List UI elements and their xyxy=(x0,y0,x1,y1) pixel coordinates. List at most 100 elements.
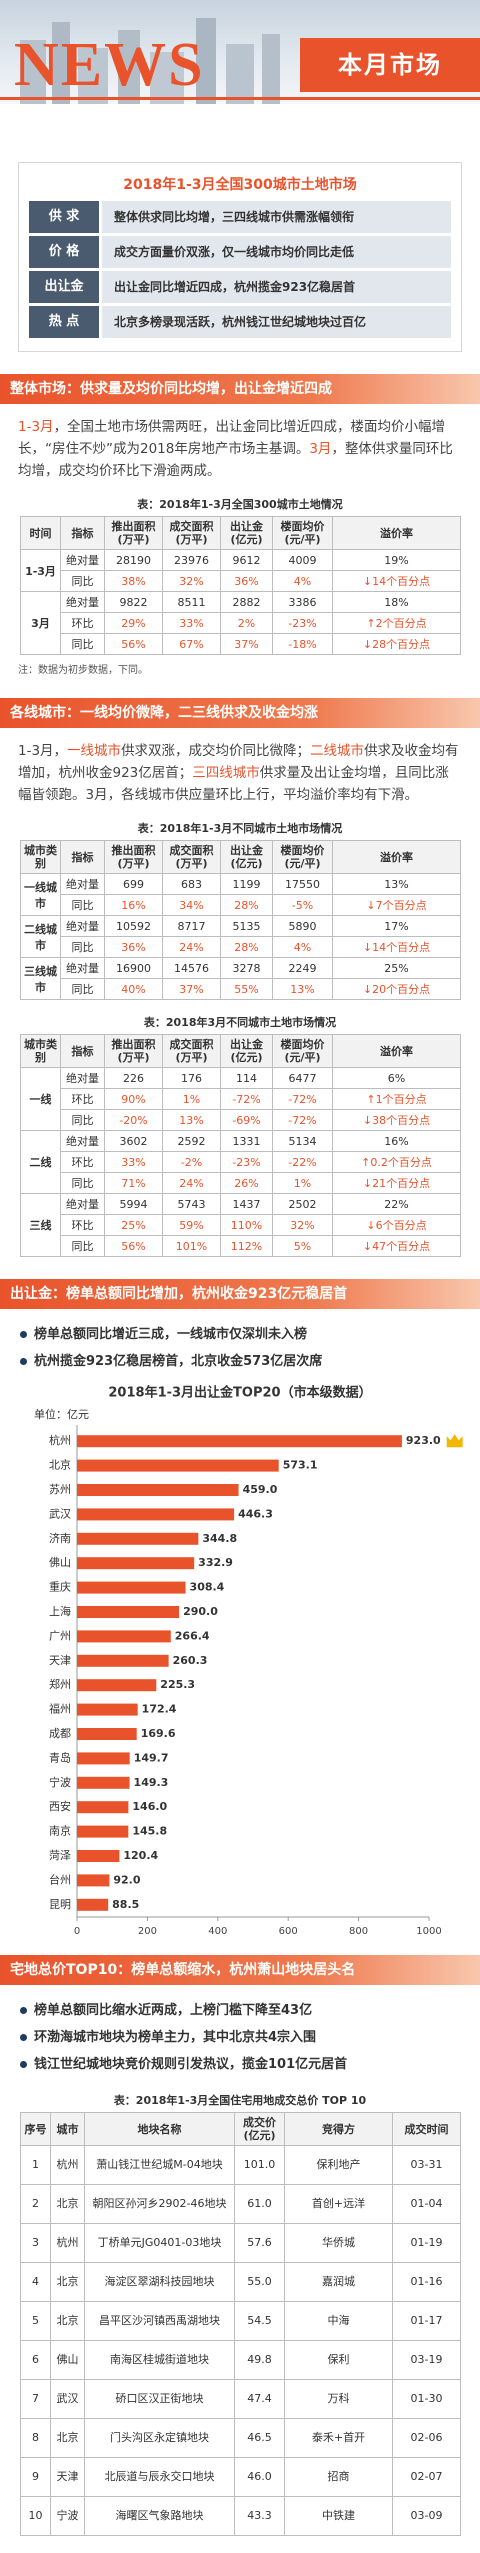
text-run: 供求双涨，成交均价同比微降； xyxy=(121,743,311,759)
category-label: 郑州 xyxy=(49,1677,71,1691)
table-row: 二线城市 绝对量 10592 8717 5135 5890 17% xyxy=(20,915,461,958)
value-label: 446.3 xyxy=(238,1507,273,1520)
table-row: 1-3月 绝对量 28190 23976 9612 4009 19% xyxy=(20,549,461,592)
table-cell: 北京 xyxy=(50,2301,85,2341)
table-cell: 90% xyxy=(104,1088,163,1110)
table-cell: 5994 xyxy=(104,1193,163,1215)
table-cell: 杭州 xyxy=(50,2145,85,2185)
table-cell: 2592 xyxy=(162,1130,221,1152)
highlight-text: 3月 xyxy=(309,441,332,457)
table-row: 8 北京 门头沟区永定镇地块 46.5 泰禾+首开 02-06 xyxy=(20,2418,461,2458)
table-cell: 6477 xyxy=(272,1067,333,1089)
header-line: (亿元) xyxy=(230,1051,263,1064)
table-row: 同比 40% 37% 55% 13% ↓20个百分点 xyxy=(21,978,461,1000)
header-line: 成交价 xyxy=(243,2116,276,2129)
banner-logo: NEWS xyxy=(14,31,205,99)
table-cell: 9 xyxy=(20,2457,51,2497)
bar xyxy=(77,1435,402,1448)
table-cell: 绝对量 xyxy=(60,591,105,613)
table-cell: 01-16 xyxy=(392,2262,461,2302)
bar xyxy=(77,1557,195,1570)
table-cell: 保利 xyxy=(284,2340,393,2380)
category-label: 武汉 xyxy=(49,1507,71,1520)
table-cell: 招商 xyxy=(284,2457,393,2497)
table-cell: 7 xyxy=(20,2379,51,2419)
summary-row: 出让金 出让金同比增近四成，杭州揽金923亿稳居首 xyxy=(29,271,451,303)
table-row: 二线 绝对量 3602 2592 1331 5134 16% xyxy=(20,1130,461,1194)
table-row: 环比 33% -2% -23% -22% ↑0.2个百分点 xyxy=(21,1151,461,1173)
header-line: 推出面积 xyxy=(111,1038,156,1051)
table-row: 同比 56% 101% 112% 5% ↓47个百分点 xyxy=(21,1235,461,1257)
bar xyxy=(77,1825,129,1838)
category-label: 西安 xyxy=(49,1799,71,1813)
table-cell: 56% xyxy=(104,633,163,655)
banner-title: 本月市场 xyxy=(300,38,480,92)
table-row: 10 宁波 海曙区气象路地块 43.3 中铁建 03-09 xyxy=(20,2496,461,2536)
table-cell: 环比 xyxy=(60,612,105,634)
table-cell: 29% xyxy=(104,612,163,634)
header-line: 推出面积 xyxy=(111,844,156,857)
table-cell: 8717 xyxy=(162,915,221,937)
table-cell: 武汉 xyxy=(50,2379,85,2419)
table-cell: 16% xyxy=(332,1130,461,1152)
table-cell: 61.0 xyxy=(234,2184,285,2224)
header-cell: 城市 xyxy=(50,2112,85,2146)
table-cell: 23976 xyxy=(162,549,221,571)
data-table: 时间 指标 推出面积 (万平) 成交面积 (万平) 出让金 (亿元) 楼面均价 (元/平) 溢价率 1… xyxy=(20,516,461,655)
header-line: (元/平) xyxy=(284,1051,321,1064)
table-cell: 萧山钱江世纪城M-04地块 xyxy=(84,2145,235,2185)
header-cell: 推出面积 (万平) xyxy=(104,840,163,874)
group-cell: 3月 xyxy=(20,591,61,655)
table-cell: 环比 xyxy=(60,1214,105,1236)
table-row: 同比 -20% 13% -69% -72% ↓38个百分点 xyxy=(21,1109,461,1131)
table-cell: 33% xyxy=(104,1151,163,1173)
table-body: 1-3月 绝对量 28190 23976 9612 4009 19% 同比 38% 32% 36% 4… xyxy=(20,549,461,655)
bar xyxy=(77,1654,169,1667)
value-label: 573.1 xyxy=(283,1459,318,1472)
table-cell: ↑1个百分点 xyxy=(332,1088,461,1110)
table-cell: -72% xyxy=(220,1088,273,1110)
category-label: 成都 xyxy=(49,1727,71,1740)
text-run: 供求量及出让金均增，且同比涨幅皆领跑。3月，各线城市供应量环比上行，平均溢价率均… xyxy=(18,765,449,803)
summary-rows: 供 求整体供求同比均增，三四线城市供需涨幅领衔价 格成交方面量价双涨，仅一线城市… xyxy=(29,201,451,338)
table-cell: 9822 xyxy=(104,591,163,613)
bar xyxy=(77,1459,279,1472)
section-heading: 宅地总价TOP10：榜单总额缩水，杭州萧山地块居头名 xyxy=(0,1955,480,1985)
table-cell: 4% xyxy=(272,570,333,592)
header-cell: 城市类别 xyxy=(20,1034,61,1068)
highlight-text: 1-3月 xyxy=(18,419,54,435)
header-cell: 指标 xyxy=(60,516,105,550)
header-line: 推出面积 xyxy=(111,520,156,533)
table-cell: 2 xyxy=(20,2184,51,2224)
table-cell: 5890 xyxy=(272,915,333,937)
header-line: (万平) xyxy=(175,1051,208,1064)
table-cell: 25% xyxy=(104,1214,163,1236)
data-table: 城市类别 指标 推出面积 (万平) 成交面积 (万平) 出让金 (亿元) 楼面均价 (元/平) 溢价… xyxy=(20,1034,461,1257)
header-cell: 城市类别 xyxy=(20,840,61,874)
table-row: 同比 16% 34% 28% -5% ↓7个百分点 xyxy=(21,894,461,916)
table-cell: 华侨城 xyxy=(284,2223,393,2263)
header-line: 溢价率 xyxy=(380,1044,413,1058)
value-label: 92.0 xyxy=(113,1873,140,1886)
table-cell: 10 xyxy=(20,2496,51,2536)
bullet-list: 榜单总额同比增近三成，一线城市仅深圳未入榜 杭州揽金923亿稳居榜首，北京收金57… xyxy=(18,1321,462,1375)
header-cell: 溢价率 xyxy=(332,516,461,550)
table-cell: 19% xyxy=(332,549,461,571)
table-cell: 绝对量 xyxy=(60,915,105,937)
table-cell: 1 xyxy=(20,2145,51,2185)
skyline xyxy=(20,18,280,104)
table-cell: 54.5 xyxy=(234,2301,285,2341)
table-cell: 28% xyxy=(220,894,273,916)
table-cell: 杭州 xyxy=(50,2223,85,2263)
value-label: 266.4 xyxy=(175,1629,210,1642)
table-cell: 丁桥单元JG0401-03地块 xyxy=(84,2223,235,2263)
group-cell: 二线城市 xyxy=(20,915,61,958)
header-line: 成交面积 xyxy=(169,520,214,533)
header-line: 竞得方 xyxy=(322,2122,355,2136)
group-cell: 二线 xyxy=(20,1130,61,1194)
table-cell: 3602 xyxy=(104,1130,163,1152)
bar xyxy=(77,1508,235,1521)
header-line: 城市类别 xyxy=(24,1038,57,1064)
table-cell: 5 xyxy=(20,2301,51,2341)
